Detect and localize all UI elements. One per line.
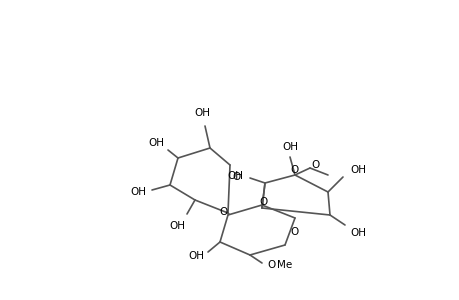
Text: OH: OH xyxy=(226,171,242,181)
Text: OH: OH xyxy=(168,221,185,231)
Text: Me: Me xyxy=(277,260,292,270)
Text: O: O xyxy=(219,207,228,217)
Text: O: O xyxy=(290,165,298,175)
Text: OH: OH xyxy=(188,251,203,261)
Text: O: O xyxy=(259,197,268,207)
Text: OH: OH xyxy=(349,165,365,175)
Text: OH: OH xyxy=(281,142,297,152)
Text: OH: OH xyxy=(349,228,365,238)
Text: OH: OH xyxy=(148,138,164,148)
Text: O: O xyxy=(267,260,275,270)
Text: O: O xyxy=(311,160,319,170)
Text: OH: OH xyxy=(194,108,210,118)
Text: OH: OH xyxy=(130,187,146,197)
Text: O: O xyxy=(232,172,241,182)
Text: O: O xyxy=(290,227,298,237)
